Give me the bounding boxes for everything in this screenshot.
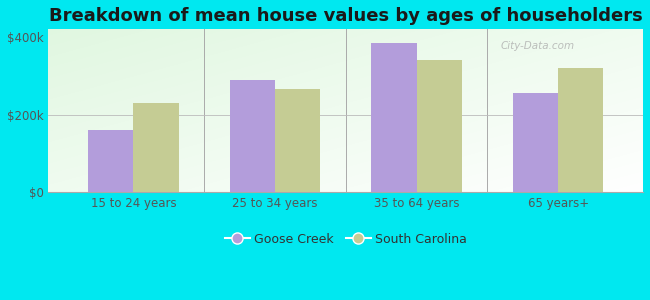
Bar — [513, 93, 558, 192]
Bar — [133, 103, 179, 192]
Text: City-Data.com: City-Data.com — [500, 41, 575, 51]
Bar — [88, 130, 133, 192]
Bar — [275, 89, 320, 192]
Legend: Goose Creek, South Carolina: Goose Creek, South Carolina — [220, 228, 471, 251]
Bar — [371, 43, 417, 192]
Title: Breakdown of mean house values by ages of householders: Breakdown of mean house values by ages o… — [49, 7, 643, 25]
Bar — [558, 68, 603, 192]
Bar — [417, 60, 462, 192]
Bar — [229, 80, 275, 192]
